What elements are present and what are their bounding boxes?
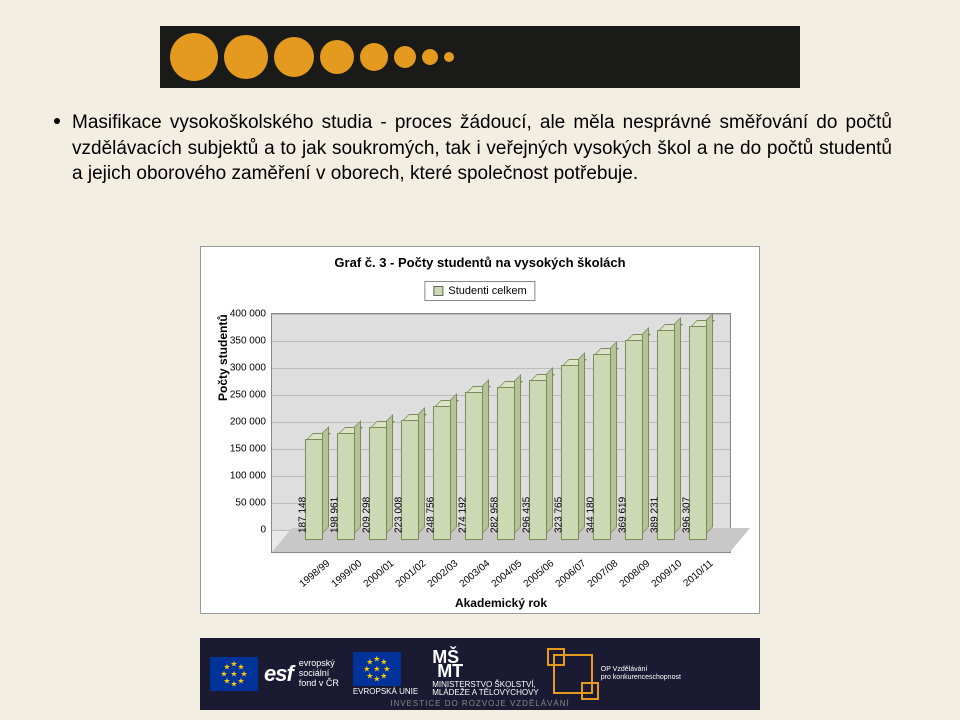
body-paragraph: Masifikace vysokoškolského studia - proc… (72, 110, 892, 187)
bar-value-label: 248 756 (426, 497, 437, 533)
bar-value-label: 223 008 (394, 497, 405, 533)
footer-banner: esf evropský sociální fond v ČR EVROPSKÁ… (200, 638, 760, 710)
eu-flag-icon (210, 657, 258, 691)
banner-circle-icon (360, 43, 388, 71)
msmt-logo-icon: MŠ MT (432, 650, 463, 679)
bar: 296 435 (529, 380, 547, 540)
x-tick-label: 2003/04 (452, 552, 492, 590)
bar: 198 961 (337, 433, 355, 540)
y-axis-label: Počty studentů (216, 314, 230, 401)
legend-swatch-icon (433, 286, 443, 296)
paragraph-text: Masifikace vysokoškolského studia - proc… (72, 112, 892, 184)
y-tick-label: 50 000 (235, 498, 272, 509)
op-label: OP Vzdělávání pro konkurenceschopnost (601, 666, 681, 681)
bar-value-label: 187 148 (298, 497, 309, 533)
esf-logo-text: esf (264, 661, 293, 687)
x-tick-label: 2010/11 (676, 552, 715, 589)
bar-value-label: 209 298 (362, 497, 373, 533)
ministry-label: MINISTERSTVO ŠKOLSTVÍ, MLÁDEŽE A TĚLOVÝC… (432, 681, 539, 699)
y-tick-label: 400 000 (230, 309, 272, 320)
x-tick-label: 1999/00 (324, 552, 364, 590)
x-tick-label: 2005/06 (516, 552, 556, 590)
x-tick-label: 2006/07 (548, 552, 588, 590)
banner-circle-icon (170, 33, 218, 81)
bar: 274 192 (465, 392, 483, 540)
y-tick-label: 250 000 (230, 390, 272, 401)
x-tick-label: 2008/09 (612, 552, 652, 590)
y-tick-label: 0 (260, 525, 272, 536)
bar: 223 008 (401, 420, 419, 540)
bar: 396 307 (689, 326, 707, 540)
y-tick-label: 150 000 (230, 444, 272, 455)
bar: 209 298 (369, 427, 387, 540)
esf-logo-block: esf evropský sociální fond v ČR (210, 657, 339, 691)
eu-flag-icon (353, 652, 401, 686)
bar: 323 765 (561, 365, 579, 540)
x-tick-label: 2004/05 (484, 552, 524, 590)
banner-circle-icon (444, 52, 454, 62)
bar: 248 756 (433, 406, 451, 540)
bar-value-label: 389 231 (650, 497, 661, 533)
x-tick-label: 2000/01 (356, 552, 396, 590)
bar: 187 148 (305, 439, 323, 540)
banner-circle-icon (422, 49, 438, 65)
bar: 389 231 (657, 330, 675, 540)
bar-value-label: 344 180 (586, 497, 597, 533)
banner-circle-icon (394, 46, 416, 68)
plot-area: Počty studentů Akademický rok 050 000100… (271, 313, 731, 553)
y-tick-label: 200 000 (230, 417, 272, 428)
banner-circle-icon (224, 35, 268, 79)
bar-value-label: 323 765 (554, 497, 565, 533)
y-tick-label: 100 000 (230, 471, 272, 482)
x-tick-label: 2002/03 (420, 552, 460, 590)
gridline (272, 314, 730, 315)
ministry-block: MŠ MT MINISTERSTVO ŠKOLSTVÍ, MLÁDEŽE A T… (432, 650, 539, 698)
legend-label: Studenti celkem (448, 285, 526, 297)
op-logo-icon (553, 654, 593, 694)
bar: 369 619 (625, 340, 643, 540)
chart-legend: Studenti celkem (424, 281, 535, 301)
esf-label: evropský sociální fond v ČR (299, 659, 339, 689)
bar-value-label: 198 961 (330, 497, 341, 533)
x-tick-label: 2007/08 (580, 552, 620, 590)
decorative-banner (160, 26, 800, 88)
bar-value-label: 369 619 (618, 497, 629, 533)
banner-circle-icon (274, 37, 314, 77)
bar: 282 958 (497, 387, 515, 540)
banner-circle-icon (320, 40, 354, 74)
footer-caption: INVESTICE DO ROZVOJE VZDĚLÁVÁNÍ (390, 699, 569, 708)
x-tick-label: 1998/99 (292, 552, 332, 590)
bar: 344 180 (593, 354, 611, 540)
bar-value-label: 274 192 (458, 497, 469, 533)
bar-value-label: 396 307 (682, 497, 693, 533)
bullet-icon (54, 118, 60, 124)
bar-value-label: 296 435 (522, 497, 533, 533)
bar-value-label: 282 958 (490, 497, 501, 533)
eu-block: EVROPSKÁ UNIE (353, 652, 418, 697)
chart-container: Graf č. 3 - Počty studentů na vysokých š… (200, 246, 760, 614)
y-tick-label: 300 000 (230, 363, 272, 374)
x-axis-label: Akademický rok (455, 596, 547, 610)
eu-label: EVROPSKÁ UNIE (353, 688, 418, 697)
chart-title: Graf č. 3 - Počty studentů na vysokých š… (201, 247, 759, 270)
x-tick-label: 2001/02 (388, 552, 428, 590)
x-tick-label: 2009/10 (644, 552, 684, 590)
y-tick-label: 350 000 (230, 336, 272, 347)
op-block: OP Vzdělávání pro konkurenceschopnost (553, 654, 681, 694)
